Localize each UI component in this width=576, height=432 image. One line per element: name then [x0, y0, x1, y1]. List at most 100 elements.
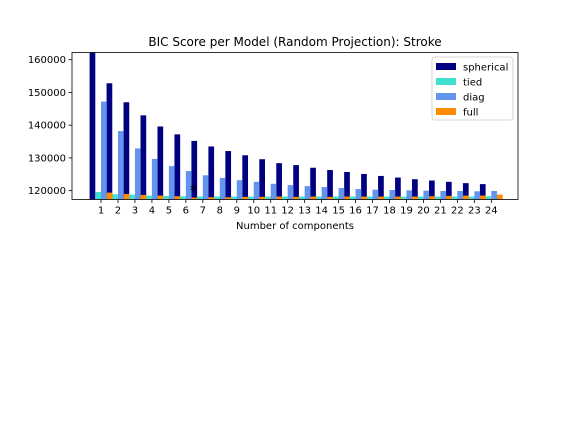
bar-full-5 — [174, 196, 181, 200]
legend-label-tied: tied — [463, 78, 482, 89]
bar-full-8 — [225, 197, 232, 200]
x-tick-label: 15 — [332, 206, 345, 217]
bar-tied-18 — [383, 196, 390, 200]
best-model-marker: * — [190, 184, 197, 200]
legend-label-full: full — [463, 108, 478, 119]
bar-spherical-19 — [395, 177, 401, 200]
legend-swatch-tied — [436, 78, 456, 85]
bar-spherical-18 — [378, 175, 384, 200]
y-tick-label: 150000 — [28, 88, 66, 99]
bar-tied-13 — [298, 196, 305, 200]
x-tick-label: 4 — [149, 206, 155, 217]
bar-spherical-7 — [191, 140, 198, 200]
y-tick-label: 130000 — [28, 153, 66, 164]
bar-spherical-9 — [225, 151, 232, 200]
bar-diag-16 — [355, 189, 362, 200]
bar-diag-14 — [321, 187, 328, 200]
x-tick-label: 7 — [200, 206, 206, 217]
bar-spherical-12 — [276, 163, 282, 200]
bar-full-10 — [259, 196, 266, 200]
bar-full-12 — [293, 196, 300, 200]
bar-full-13 — [310, 196, 317, 200]
bar-spherical-22 — [445, 181, 452, 200]
chart-title: BIC Score per Model (Random Projection):… — [148, 35, 441, 49]
x-tick-label: 21 — [434, 206, 447, 217]
bar-full-6 — [191, 197, 198, 200]
bar-spherical-6 — [174, 134, 181, 200]
bar-spherical-13 — [293, 165, 299, 200]
bar-tied-8 — [214, 196, 220, 200]
bar-full-16 — [361, 196, 367, 200]
bar-spherical-3 — [123, 102, 130, 200]
x-tick-label: 5 — [166, 206, 172, 217]
bar-spherical-11 — [259, 159, 265, 200]
bar-diag-13 — [304, 186, 311, 200]
bar-full-19 — [412, 196, 418, 200]
bar-tied-19 — [400, 196, 407, 200]
bar-spherical-5 — [157, 126, 164, 200]
bar-full-17 — [378, 196, 384, 200]
bar-spherical-21 — [429, 180, 435, 200]
bar-diag-18 — [389, 190, 396, 200]
series-spherical — [89, 52, 486, 200]
bar-tied-12 — [281, 196, 288, 200]
bar-full-14 — [327, 196, 334, 200]
x-tick-label: 20 — [417, 206, 430, 217]
bar-tied-20 — [417, 196, 424, 200]
bar-full-15 — [344, 196, 350, 200]
bar-tied-5 — [163, 195, 169, 200]
bar-full-11 — [276, 196, 283, 200]
bar-full-23 — [480, 195, 486, 200]
bar-spherical-23 — [462, 183, 469, 200]
legend-swatch-full — [436, 108, 456, 115]
legend-swatch-diag — [436, 93, 456, 100]
legend-box — [431, 56, 514, 121]
series-tied — [95, 191, 492, 200]
x-tick-label: 23 — [468, 206, 481, 217]
x-tick-label: 13 — [298, 206, 311, 217]
x-tick-label: 16 — [349, 206, 362, 217]
bar-diag-19 — [406, 190, 413, 200]
bar-tied-10 — [248, 196, 254, 200]
x-tick-label: 6 — [183, 206, 189, 217]
bar-diag-17 — [372, 189, 379, 200]
legend: spherical tied diag full — [431, 56, 514, 121]
bar-tied-23 — [468, 196, 475, 200]
bar-full-1 — [106, 192, 113, 200]
bar-spherical-20 — [412, 179, 418, 200]
bar-spherical-4 — [140, 115, 147, 200]
bar-tied-22 — [451, 196, 458, 200]
bar-diag-7 — [202, 175, 209, 200]
plot-frame — [71, 52, 519, 200]
bar-diag-2 — [117, 131, 124, 200]
x-tick-label: 14 — [315, 206, 328, 217]
bar-spherical-24 — [479, 184, 486, 200]
series-full — [106, 192, 503, 200]
bar-spherical-17 — [361, 173, 367, 200]
bar-full-3 — [140, 194, 147, 200]
bar-spherical-16 — [344, 172, 350, 200]
x-tick-label: 24 — [485, 206, 498, 217]
bar-spherical-2 — [106, 83, 113, 200]
bar-diag-1 — [101, 101, 107, 200]
x-tick-label: 9 — [234, 206, 240, 217]
bar-full-24 — [497, 194, 503, 200]
bar-tied-2 — [112, 194, 118, 200]
x-tick-label: 19 — [400, 206, 413, 217]
bar-diag-9 — [236, 180, 243, 200]
bar-tied-3 — [129, 194, 135, 200]
bar-diag-11 — [270, 183, 277, 200]
bar-full-9 — [242, 196, 249, 200]
bar-tied-4 — [146, 195, 152, 200]
bar-diag-6 — [185, 171, 192, 200]
bar-tied-16 — [349, 196, 356, 200]
bar-diag-22 — [457, 190, 464, 200]
bar-diag-23 — [474, 191, 481, 200]
x-axis-ticks: 1 2 3 4 5 6 7 8 9 10 11 12 13 14 15 16 17 18 19 20 21 22 23 24 — [98, 199, 498, 217]
bar-diag-3 — [134, 148, 141, 200]
bar-full-4 — [157, 195, 164, 200]
bar-tied-1 — [95, 191, 101, 200]
bar-diag-12 — [287, 185, 294, 200]
bar-spherical-14 — [310, 167, 316, 200]
bar-full-21 — [446, 195, 452, 200]
